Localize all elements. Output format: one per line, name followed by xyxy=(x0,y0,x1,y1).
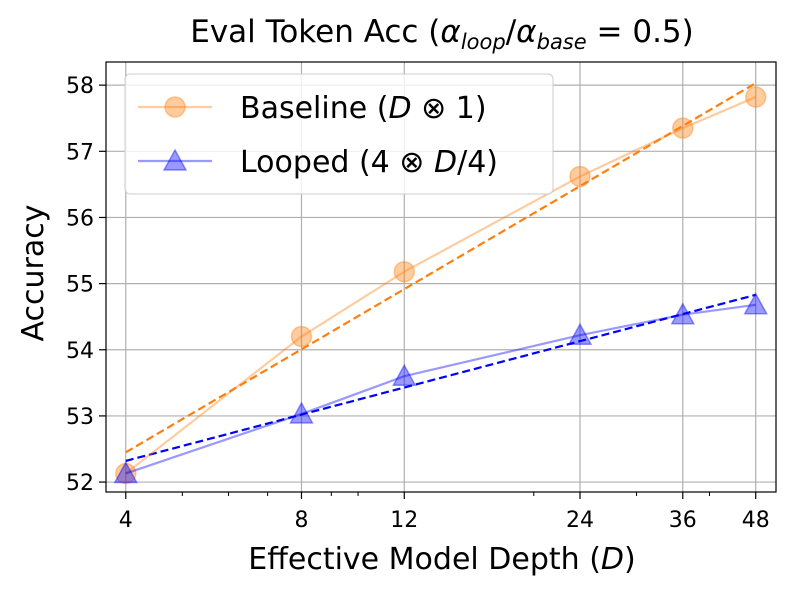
x-tick-label: 48 xyxy=(742,508,770,533)
baseline-point xyxy=(569,165,591,188)
x-tick-label: 4 xyxy=(119,508,133,533)
y-tick-label: 55 xyxy=(66,273,94,298)
looped-point xyxy=(743,292,768,315)
looped-point xyxy=(392,363,417,386)
y-tick-label: 56 xyxy=(66,206,94,231)
x-tick-label: 36 xyxy=(669,508,697,533)
x-tick-label: 12 xyxy=(390,508,418,533)
baseline-point xyxy=(672,117,694,139)
y-ticks: 52 53 54 55 56 57 58 xyxy=(66,74,106,496)
y-tick-label: 53 xyxy=(66,405,94,430)
x-ticks: 4 8 12 24 36 48 xyxy=(119,492,770,533)
baseline-series-line xyxy=(125,96,757,475)
baseline-point xyxy=(290,325,313,348)
baseline-point xyxy=(115,462,137,485)
fit-lines xyxy=(125,82,757,462)
legend-label-baseline: Baseline (D ⊗ 1) xyxy=(240,91,487,126)
looped-point xyxy=(289,401,314,424)
baseline-point xyxy=(744,86,767,108)
legend-marker-circle xyxy=(164,96,186,118)
baseline-point xyxy=(393,260,416,283)
legend-item-looped: Looped (4 ⊗ D/4) xyxy=(138,145,498,180)
legend: Baseline (D ⊗ 1) Looped (4 ⊗ D/4) xyxy=(124,73,554,195)
looped-point xyxy=(670,302,696,325)
y-tick-label: 54 xyxy=(66,339,94,364)
y-axis-label: Accuracy xyxy=(16,205,51,342)
looped-point xyxy=(113,460,139,484)
series-layer xyxy=(113,86,768,485)
legend-label-looped: Looped (4 ⊗ D/4) xyxy=(240,145,498,180)
legend-marker-triangle xyxy=(162,148,188,171)
legend-item-baseline: Baseline (D ⊗ 1) xyxy=(138,91,487,126)
baseline-fit-line xyxy=(125,82,757,454)
plot-frame xyxy=(105,61,777,493)
y-tick-label: 57 xyxy=(66,140,94,165)
y-tick-label: 58 xyxy=(66,74,94,99)
x-tick-label: 8 xyxy=(294,508,308,533)
y-tick-label: 52 xyxy=(66,471,94,496)
looped-series-line xyxy=(125,303,756,475)
x-axis-label: Effective Model Depth (D) xyxy=(248,542,635,577)
looped-fit-line xyxy=(125,293,756,462)
looped-point xyxy=(567,322,593,345)
legend-box xyxy=(124,73,554,195)
x-tick-label: 24 xyxy=(566,508,594,533)
chart-title: Eval Token Acc (αloop/αbase = 0.5) xyxy=(190,14,694,54)
